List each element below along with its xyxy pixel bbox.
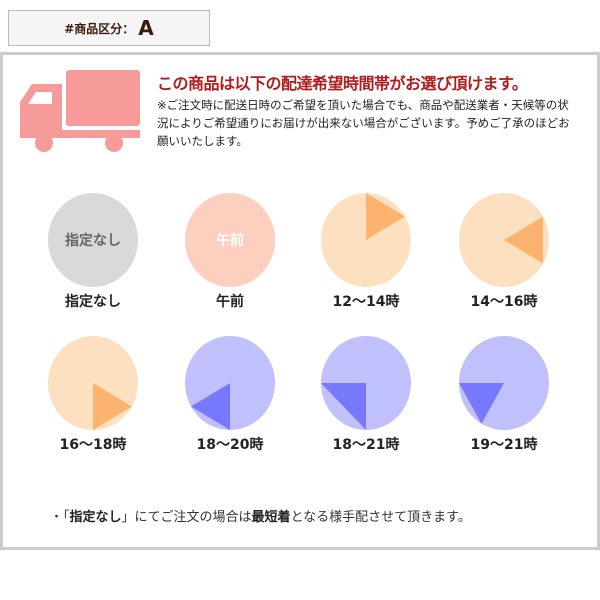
slot-pie-7: [459, 336, 549, 430]
slot-pie-6: [321, 336, 411, 430]
notice-text: ※ご注文時に配送日時のご希望を頂いた場合でも、商品や配送業者・天候等の状況により…: [157, 98, 570, 148]
note-bullet: ・「: [50, 510, 70, 525]
headline: この商品は以下の配達希望時間帯がお選び頂けます。: [157, 74, 528, 93]
pie-inner-label: 指定なし: [65, 232, 121, 249]
slot-label: 12〜14時: [332, 294, 400, 310]
product-category: #商品区分： A: [8, 10, 210, 46]
slot-pie-0: 指定なし: [48, 193, 138, 287]
truck-icon: [20, 70, 140, 152]
note-mid: 」にてご注文の場合は: [121, 510, 252, 525]
slot-pie-2: [321, 193, 411, 287]
pie-background: [48, 193, 138, 287]
slot-label: 18〜20時: [196, 437, 264, 453]
pie-slice-12-14: [366, 193, 405, 240]
note-bold-none: 指定なし: [69, 510, 122, 525]
slot-label: 14〜16時: [470, 294, 538, 310]
note-end: となる様手配させて頂きます。: [290, 510, 471, 525]
category-value: A: [138, 16, 154, 40]
slot-pie-1: 午前: [185, 193, 275, 287]
slot-label: 19〜21時: [470, 437, 538, 453]
slot-label: 指定なし: [65, 294, 121, 310]
slot-label: 16〜18時: [59, 437, 127, 453]
pie-slice-18-20: [191, 383, 230, 430]
pie-inner-label: 午前: [216, 232, 244, 249]
slot-pie-3: [459, 193, 549, 287]
slot-label: 午前: [216, 294, 244, 310]
slot-label: 18〜21時: [332, 437, 400, 453]
slot-pie-4: [48, 336, 138, 430]
pie-slice-18-21: [321, 383, 366, 430]
pie-slice-16-18: [93, 383, 132, 430]
pie-slice-14-16: [504, 216, 543, 264]
slot-pie-5: [185, 336, 275, 430]
pie-background: [185, 193, 275, 287]
footer-note: ・「指定なし」にてご注文の場合は最短着となる様手配させて頂きます。: [50, 506, 471, 525]
delivery-info-panel: [0, 52, 600, 550]
note-bold-fastest: 最短着: [251, 510, 291, 525]
category-label: #商品区分：: [64, 21, 135, 36]
pie-slice-19-21: [459, 383, 504, 424]
